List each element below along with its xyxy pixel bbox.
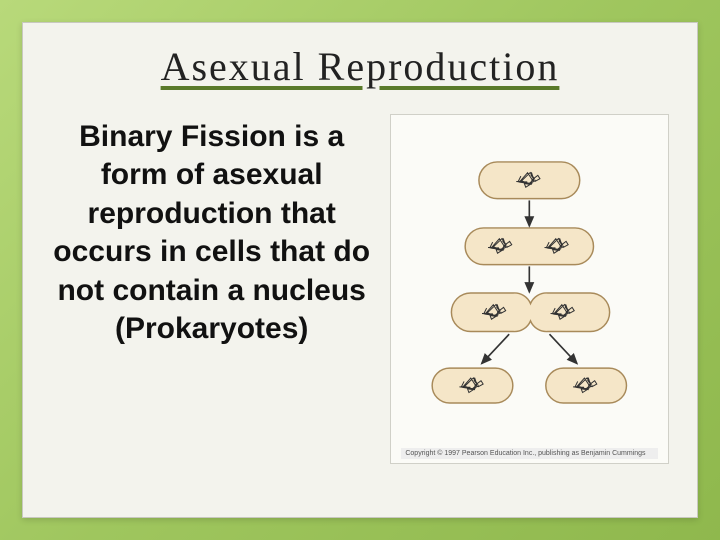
content-row: Binary Fission is a form of asexual repr…: [51, 114, 669, 493]
slide-title: Asexual Reproduction: [51, 43, 669, 90]
slide-panel: Asexual Reproduction Binary Fission is a…: [22, 22, 698, 518]
body-text: Binary Fission is a form of asexual repr…: [51, 114, 372, 348]
binary-fission-diagram: Copyright © 1997 Pearson Education Inc.,…: [390, 114, 669, 464]
diagram-caption: Copyright © 1997 Pearson Education Inc.,…: [401, 448, 658, 459]
diagram-svg: [401, 127, 658, 448]
